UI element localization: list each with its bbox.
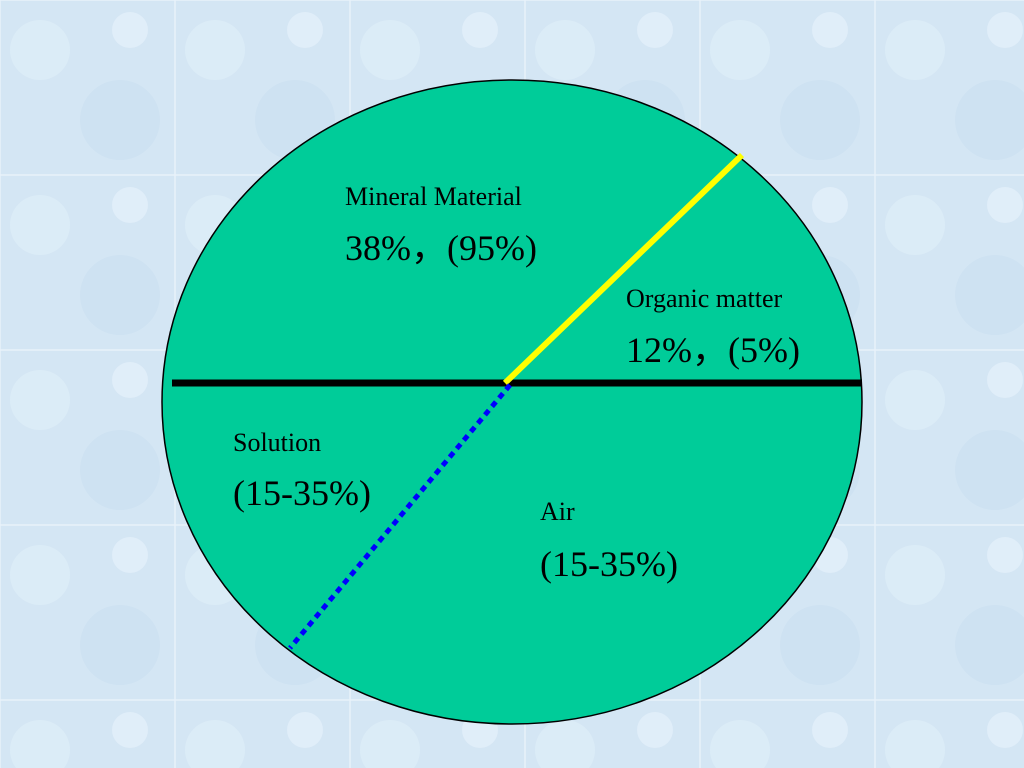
water-air-divider: [288, 383, 512, 650]
section-value: (15-35%): [540, 544, 678, 584]
section-name: Organic matter: [626, 284, 783, 313]
section-value: (15-35%): [233, 473, 371, 513]
section-value: 38%，(95%): [345, 228, 537, 268]
section-name: Solution: [233, 428, 321, 457]
organic-divider: [502, 152, 745, 386]
section-name: Air: [540, 497, 575, 526]
section-value: 12%，(5%): [626, 330, 800, 370]
soil-circle: [161, 79, 863, 725]
section-name: Mineral Material: [345, 182, 522, 211]
